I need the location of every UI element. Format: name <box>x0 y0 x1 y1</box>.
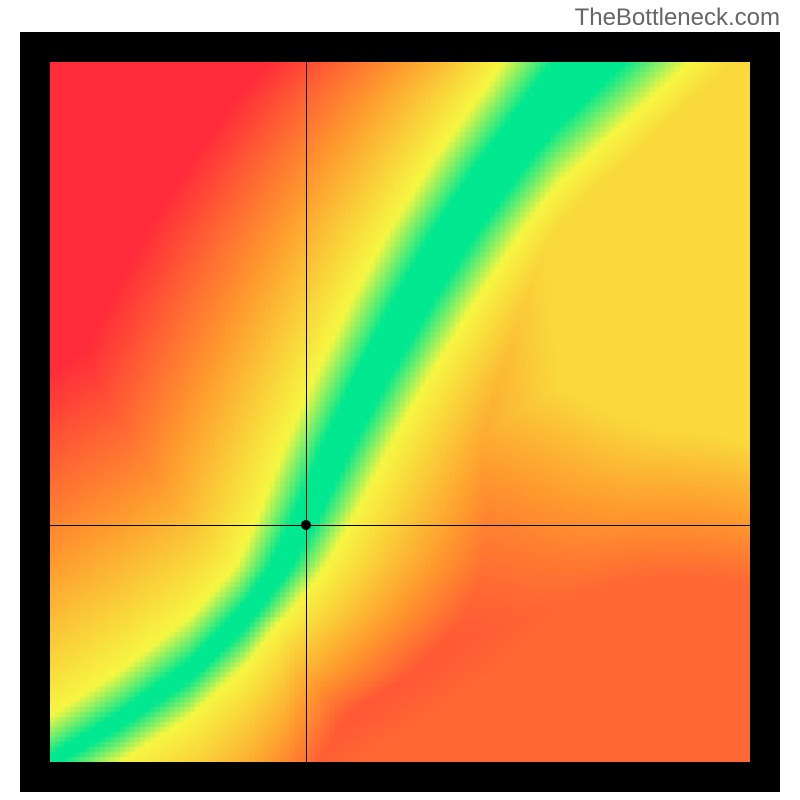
crosshair-marker <box>301 520 311 530</box>
crosshair-vertical <box>306 62 307 762</box>
heatmap-canvas <box>50 62 750 762</box>
chart-frame <box>20 32 780 792</box>
root: TheBottleneck.com <box>0 0 800 800</box>
watermark-text: TheBottleneck.com <box>575 4 780 32</box>
chart-area <box>50 62 750 762</box>
crosshair-horizontal <box>50 525 750 526</box>
